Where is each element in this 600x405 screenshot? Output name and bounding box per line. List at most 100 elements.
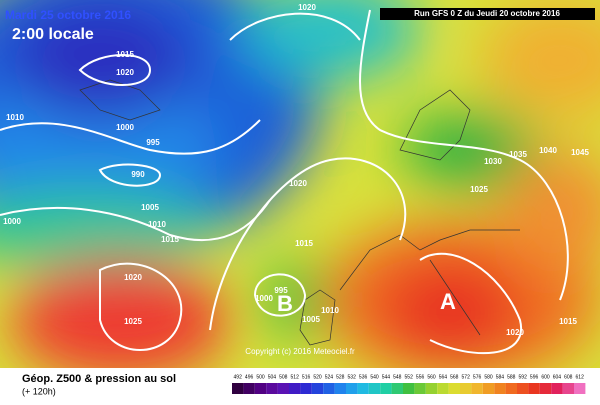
footer-subtitle: (+ 120h) [22, 386, 56, 396]
isobar-label: 1040 [539, 146, 557, 155]
isobar-label: 1015 [295, 239, 313, 248]
scale-label: 532 [348, 374, 357, 380]
isobar-label: 1025 [470, 185, 488, 194]
scale-swatch [460, 383, 472, 394]
scale-swatch [528, 383, 540, 394]
scale-label: 604 [553, 374, 562, 380]
scale-label: 496 [245, 374, 254, 380]
date: Mardi 25 octobre 2016 [5, 8, 131, 22]
scale-swatch [391, 383, 403, 394]
isobar-label: 1025 [124, 317, 142, 326]
scale-swatch [471, 383, 483, 394]
scale-label: 560 [427, 374, 436, 380]
isobar-label: 1010 [148, 220, 166, 229]
scale-label: 568 [450, 374, 459, 380]
scale-swatch [517, 383, 529, 394]
isobar-label: 990 [131, 170, 145, 179]
scale-label: 556 [416, 374, 425, 380]
scale-swatch [562, 383, 574, 394]
scale-swatch [311, 383, 324, 394]
isobar-label: 1020 [124, 273, 142, 282]
scale-label: 528 [336, 374, 345, 380]
scale-label: 504 [268, 374, 277, 380]
scale-label: 520 [313, 374, 322, 380]
scale-swatch [232, 383, 244, 394]
scale-swatch [346, 383, 358, 394]
scale-swatch [254, 383, 267, 394]
scale-label: 564 [439, 374, 448, 380]
scale-swatch [494, 383, 506, 394]
scale-label: 612 [576, 374, 585, 380]
isobar-label: 1000 [255, 294, 273, 303]
isobar-label: 1015 [559, 317, 577, 326]
scale-label: 512 [291, 374, 300, 380]
scale-swatch [551, 383, 563, 394]
copyright: Copyright (c) 2016 Meteociel.fr [245, 347, 355, 356]
scale-label: 584 [496, 374, 505, 380]
scale-swatch [368, 383, 381, 394]
scale-label: 580 [484, 374, 493, 380]
isobar-label: 1000 [116, 123, 134, 132]
scale-label: 544 [382, 374, 391, 380]
isobars [0, 9, 569, 355]
scale-swatch [403, 383, 415, 394]
scale-label: 592 [519, 374, 528, 380]
isobar-label: 1030 [484, 157, 502, 166]
scale-label: 572 [462, 374, 471, 380]
scale-swatch [437, 383, 449, 394]
footer-title: Géop. Z500 & pression au sol [22, 373, 176, 385]
isobar-label: 1020 [506, 328, 524, 337]
isobar-label: 995 [146, 138, 160, 147]
scale-label: 548 [393, 374, 402, 380]
scale-swatch [357, 383, 369, 394]
isobar-label: 1045 [571, 148, 589, 157]
scale-swatch [266, 383, 278, 394]
scale-swatch [448, 383, 460, 394]
scale-swatch [574, 383, 586, 394]
field [0, 0, 600, 368]
scale-swatch [243, 383, 255, 394]
isobar-label: 1020 [116, 68, 134, 77]
scale-swatch [380, 383, 392, 394]
isobar-label: 1010 [321, 306, 339, 315]
scale-label: 588 [507, 374, 516, 380]
scale-swatch [505, 383, 517, 394]
scale-swatch [277, 383, 289, 394]
scale-label: 600 [541, 374, 550, 380]
scale-label: 508 [279, 374, 288, 380]
scale-swatch [539, 383, 552, 394]
run-info: Run GFS 0 Z du Jeudi 20 octobre 2016 [414, 9, 560, 18]
scale-label: 524 [325, 374, 334, 380]
scale-label: 516 [302, 374, 311, 380]
scale-label: 536 [359, 374, 368, 380]
scale-label: 608 [564, 374, 573, 380]
isobar-label: 1035 [509, 150, 527, 159]
isobar-label: 1015 [116, 50, 134, 59]
scale-swatch [323, 383, 335, 394]
scale-label: 492 [234, 374, 243, 380]
pressure-center: B [277, 291, 293, 316]
isobar-label: 995 [274, 286, 288, 295]
isobar-label: 1000 [3, 217, 21, 226]
scale-swatch [414, 383, 426, 394]
isobar-label: 1010 [6, 113, 24, 122]
scale-label: 596 [530, 374, 539, 380]
scale-label: 540 [370, 374, 379, 380]
scale-label: 500 [256, 374, 265, 380]
scale-swatch [482, 383, 495, 394]
time: 2:00 locale [12, 26, 94, 43]
isobar-label: 1020 [298, 3, 316, 12]
scale-swatch [289, 383, 301, 394]
isobar-label: 1005 [302, 315, 320, 324]
scale-swatch [334, 383, 346, 394]
pressure-center: A [440, 289, 456, 314]
scale-swatch [425, 383, 438, 394]
run-box [380, 8, 595, 20]
isobar-label: 1015 [161, 235, 179, 244]
isobar-label: 1005 [141, 203, 159, 212]
scale-label: 576 [473, 374, 482, 380]
isobar-label: 1020 [289, 179, 307, 188]
scale-label: 552 [405, 374, 414, 380]
scale-swatch [300, 383, 312, 394]
